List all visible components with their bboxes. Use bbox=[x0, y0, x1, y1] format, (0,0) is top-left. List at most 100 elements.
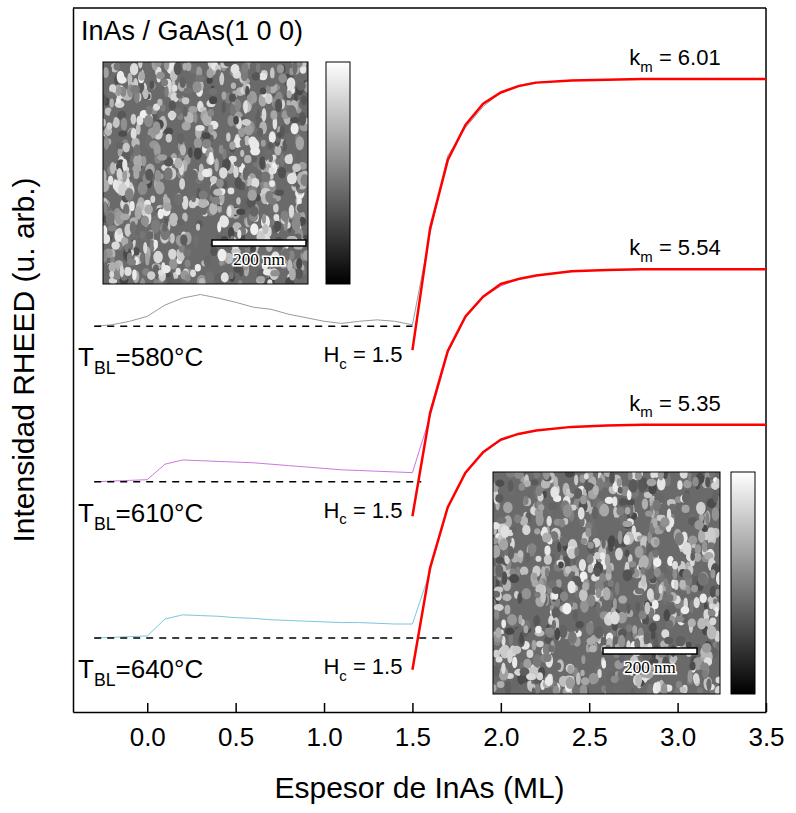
afm-grain bbox=[204, 255, 212, 267]
afm-grain bbox=[711, 482, 718, 489]
temperature-label-text: =580°C bbox=[116, 342, 204, 372]
afm-grain bbox=[138, 71, 144, 81]
afm-grain bbox=[282, 140, 287, 151]
afm-grain bbox=[675, 532, 684, 545]
afm-grain bbox=[531, 687, 535, 694]
afm-grain bbox=[576, 672, 581, 685]
afm-grain bbox=[133, 144, 140, 156]
afm-grain bbox=[250, 147, 260, 156]
afm-grain bbox=[179, 178, 185, 190]
afm-grain bbox=[674, 580, 679, 590]
afm-grain bbox=[545, 568, 549, 576]
afm-grain bbox=[185, 274, 191, 281]
afm-grain bbox=[706, 678, 711, 690]
afm-grain bbox=[715, 676, 720, 683]
afm-grain bbox=[624, 532, 634, 545]
afm-grain bbox=[262, 108, 267, 122]
afm-grain bbox=[179, 76, 185, 88]
afm-grain bbox=[277, 132, 281, 138]
afm-grain bbox=[230, 104, 236, 115]
afm-grain bbox=[702, 541, 708, 553]
color-bar bbox=[326, 62, 350, 284]
afm-grain bbox=[106, 122, 112, 130]
afm-grain bbox=[240, 139, 245, 147]
afm-grain bbox=[493, 650, 500, 658]
x-axis: 0.00.51.01.52.02.53.03.5 bbox=[74, 703, 785, 752]
x-tick: 1.5 bbox=[395, 703, 431, 752]
afm-grain bbox=[162, 223, 167, 232]
scale-bar bbox=[212, 240, 306, 246]
afm-grain bbox=[523, 496, 528, 505]
afm-grain bbox=[609, 472, 615, 484]
temperature-label-base: T bbox=[78, 342, 94, 372]
afm-grain bbox=[644, 602, 650, 615]
afm-grain bbox=[501, 525, 510, 538]
afm-grain bbox=[193, 234, 199, 247]
afm-grain bbox=[149, 81, 154, 89]
afm-grain bbox=[117, 71, 125, 83]
afm-grain bbox=[712, 507, 719, 521]
afm-grain bbox=[122, 143, 130, 153]
afm-grain bbox=[544, 546, 550, 556]
afm-grain bbox=[208, 109, 214, 117]
afm-grain bbox=[259, 73, 267, 80]
km-label-sub: m bbox=[640, 248, 652, 265]
afm-grain bbox=[172, 85, 177, 92]
afm-grain bbox=[103, 170, 106, 183]
afm-grain bbox=[493, 591, 500, 598]
afm-grain bbox=[231, 82, 236, 89]
afm-grain bbox=[645, 511, 652, 517]
afm-grain bbox=[575, 576, 581, 585]
afm-grain bbox=[212, 197, 220, 205]
afm-grain bbox=[265, 191, 273, 203]
afm-grain bbox=[594, 552, 600, 559]
afm-grain bbox=[186, 62, 192, 71]
y-axis-title: Intensidad RHEED (u. arb.) bbox=[7, 177, 40, 542]
afm-grain bbox=[676, 636, 686, 647]
temperature-label-base: T bbox=[78, 498, 94, 528]
afm-grain bbox=[202, 139, 211, 149]
x-tick: 3.0 bbox=[660, 703, 696, 752]
afm-grain bbox=[121, 238, 128, 245]
afm-inset: 200 nm bbox=[100, 57, 350, 290]
afm-grain bbox=[618, 595, 627, 603]
afm-grain bbox=[709, 472, 715, 478]
afm-grain bbox=[602, 660, 606, 669]
afm-grain bbox=[536, 641, 544, 648]
x-tick: 3.5 bbox=[748, 703, 784, 752]
afm-grain bbox=[517, 550, 523, 564]
afm-grain bbox=[180, 234, 187, 245]
afm-grain bbox=[499, 538, 508, 550]
afm-grain bbox=[576, 621, 584, 628]
afm-grain bbox=[534, 472, 541, 479]
afm-grain bbox=[174, 62, 182, 75]
afm-grain bbox=[535, 626, 542, 634]
afm-grain bbox=[624, 549, 629, 557]
km-label-sub: m bbox=[640, 403, 652, 420]
afm-grain bbox=[594, 568, 600, 577]
afm-grain bbox=[109, 98, 113, 108]
afm-grain bbox=[296, 258, 302, 269]
afm-grain bbox=[619, 498, 627, 506]
afm-grain bbox=[173, 279, 182, 284]
afm-grain bbox=[608, 579, 614, 587]
afm-grain bbox=[164, 202, 172, 211]
afm-grain bbox=[581, 538, 588, 545]
afm-grain bbox=[184, 87, 193, 93]
afm-grain bbox=[107, 91, 114, 98]
afm-grain bbox=[652, 500, 661, 511]
afm-grain bbox=[157, 154, 167, 160]
afm-grain bbox=[656, 681, 661, 692]
afm-grain bbox=[275, 158, 280, 165]
afm-grain bbox=[647, 570, 655, 579]
afm-grain bbox=[630, 688, 634, 694]
afm-grain bbox=[506, 472, 516, 478]
afm-grain bbox=[548, 502, 558, 510]
afm-grain bbox=[631, 599, 636, 606]
afm-grain bbox=[151, 220, 160, 234]
x-tick-mark bbox=[235, 703, 237, 712]
frame-top bbox=[73, 7, 766, 9]
afm-grain bbox=[183, 249, 191, 257]
afm-grain bbox=[182, 122, 191, 131]
afm-grain bbox=[195, 264, 201, 272]
